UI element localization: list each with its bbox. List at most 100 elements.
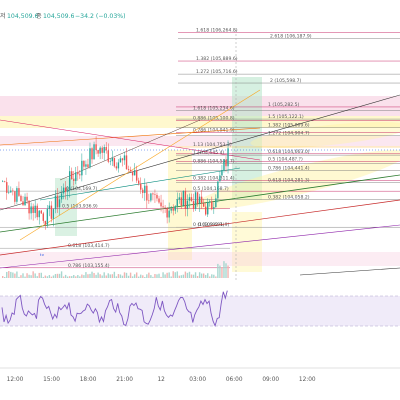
volume-bar xyxy=(219,265,221,278)
fib-level-label: 0.382 (104,311.4) xyxy=(193,175,235,181)
candle xyxy=(140,177,142,194)
candle xyxy=(158,195,160,204)
candle xyxy=(148,193,150,204)
candle xyxy=(101,145,103,159)
volume-bar xyxy=(125,272,128,278)
volume-bar xyxy=(91,271,93,278)
fib-level-label: 1.13 (104,753.3) xyxy=(193,142,232,148)
fib-level-label: 1.272 (104,904.7) xyxy=(268,131,310,137)
volume-bar xyxy=(127,275,130,278)
volume-bar xyxy=(196,275,199,278)
highlight-zones xyxy=(0,77,400,272)
candle xyxy=(166,206,168,224)
volume-bar xyxy=(22,273,24,278)
candle xyxy=(83,160,85,170)
volume-bar xyxy=(64,274,67,278)
candle xyxy=(154,189,156,203)
volume-bar xyxy=(48,275,51,278)
volume-bar xyxy=(225,263,227,278)
volume-bar xyxy=(117,274,120,278)
candle xyxy=(36,203,38,221)
volume-bar xyxy=(75,276,77,278)
candle xyxy=(99,146,101,160)
volume-bar xyxy=(26,273,28,278)
candle xyxy=(164,205,166,213)
zone-yellow-band xyxy=(193,150,400,210)
candle xyxy=(54,190,57,214)
volume-bar xyxy=(115,276,118,278)
candle xyxy=(146,182,148,209)
volume-bar xyxy=(8,271,10,278)
candle xyxy=(133,163,136,176)
candle xyxy=(125,147,128,170)
volume-bar xyxy=(170,276,172,278)
candle xyxy=(202,198,205,208)
fib-level-label: 1.618 (106,264.8) xyxy=(196,28,238,34)
volume-bar xyxy=(89,273,91,278)
candle xyxy=(217,181,219,203)
volume-bar xyxy=(18,276,20,278)
candle xyxy=(207,198,209,218)
zone-pink-mid xyxy=(0,136,400,146)
candle xyxy=(144,178,146,201)
fib-levels-left: 0 (104,169.7) 0.5 (103,936.9) 0.618 (103,4… xyxy=(0,186,230,269)
rsi-band xyxy=(0,296,400,326)
volume-bar xyxy=(207,273,209,278)
volume-bar xyxy=(215,276,217,278)
volume-bar xyxy=(140,274,142,278)
volume-bar xyxy=(87,274,89,278)
volume-bar xyxy=(205,274,207,278)
candle xyxy=(42,211,44,224)
volume-bar xyxy=(109,274,111,278)
candle xyxy=(188,193,191,208)
volume-bar xyxy=(176,271,178,278)
volume-bar xyxy=(111,274,114,278)
candle xyxy=(85,160,87,175)
volume-bar xyxy=(73,275,75,278)
fib-level-label: 1 (104,645.4) xyxy=(193,150,225,156)
candle xyxy=(109,158,111,166)
volume-bar xyxy=(119,274,122,278)
fib-level-label: 2.618 (106,187.9) xyxy=(270,33,312,39)
volume-bar xyxy=(146,274,148,278)
candle xyxy=(196,191,199,207)
volume-bar xyxy=(68,276,71,278)
volume-bar xyxy=(152,276,154,278)
volume-bar xyxy=(194,272,197,278)
fib-level-label: 0 (103,692.1) xyxy=(193,222,225,228)
volume-bar xyxy=(101,275,103,278)
candle xyxy=(160,194,162,212)
fib-level-label: 1.618 (105,234.6) xyxy=(193,106,235,112)
volume-bar xyxy=(93,272,95,278)
volume-bar xyxy=(221,266,223,278)
candle xyxy=(192,193,195,212)
fib-level-label: 0.5 (104,48?.?) xyxy=(268,157,303,163)
candle xyxy=(113,157,116,168)
volume-bar xyxy=(105,275,107,278)
candle xyxy=(127,165,130,172)
volume-bar xyxy=(77,275,79,278)
candle xyxy=(168,202,170,223)
volume-bar xyxy=(107,273,109,278)
candle xyxy=(119,155,122,163)
volume-bar xyxy=(81,274,83,278)
fib-level-label: 0 (103,691.9) xyxy=(198,222,230,228)
volume-bar xyxy=(164,274,166,278)
zone-pink-top xyxy=(0,96,400,116)
fib-level-label: 1 (105,282.5) xyxy=(268,102,300,108)
volume-bar xyxy=(138,276,140,278)
candle xyxy=(156,192,158,202)
candle xyxy=(16,186,18,205)
volume-bar xyxy=(144,276,146,278)
candle xyxy=(26,192,28,205)
volume-bars xyxy=(2,261,229,278)
volume-bar xyxy=(71,276,73,278)
candle xyxy=(170,206,172,214)
candle xyxy=(211,196,213,211)
volume-bar xyxy=(16,271,18,278)
volume-bar xyxy=(158,273,160,278)
volume-bar xyxy=(36,276,38,278)
candle xyxy=(200,189,203,209)
